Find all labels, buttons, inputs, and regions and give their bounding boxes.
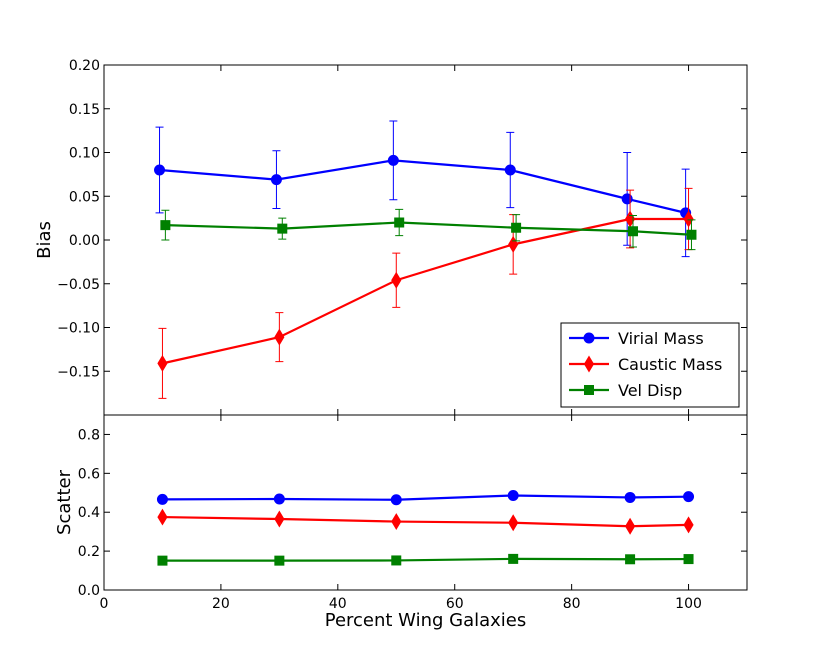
legend-caustic-mass-label: Caustic Mass — [618, 355, 722, 374]
bias-series-layer — [154, 120, 697, 399]
virial-mass-marker — [683, 491, 695, 503]
caustic-mass-marker — [274, 510, 285, 528]
scatter-series-vel-disp — [157, 553, 694, 566]
virial-mass-marker — [621, 193, 633, 205]
scatter-xtick-label: 0 — [100, 596, 109, 612]
scatter-panel: 0.8 0.6 0.4 0.2 0.00 20 40 60 80 100 Scatter Perc… — [54, 414, 748, 631]
bias-ytick-label: 0.10 — [69, 146, 100, 162]
scatter-xtick-label: 100 — [675, 596, 702, 612]
vel-disp-marker — [511, 222, 522, 233]
vel-disp-marker — [394, 217, 405, 228]
legend-virial-mass-label: Virial Mass — [618, 329, 704, 348]
bias-ytick-label: −0.10 — [57, 321, 100, 337]
scatter-xtick-label: 60 — [446, 596, 464, 612]
vel-disp-marker — [683, 554, 694, 565]
caustic-mass-marker — [683, 210, 694, 228]
legend-vel-disp-marker — [584, 385, 594, 395]
vel-disp-marker — [277, 223, 288, 234]
bias-ytick-label: 0.15 — [69, 102, 100, 118]
vel-disp-marker — [508, 553, 519, 564]
virial-mass-marker — [624, 491, 636, 503]
scatter-xtick-label: 20 — [212, 596, 230, 612]
vel-disp-line — [165, 221, 692, 236]
caustic-mass-line — [162, 217, 689, 365]
bias-ticks: 0.20 0.15 0.10 0.05 0.00 −0.05 −0.10 −0.15 — [57, 58, 747, 415]
scatter-series-caustic-mass — [157, 508, 694, 535]
legend-virial-mass-marker — [583, 332, 595, 344]
vel-disp-marker — [686, 229, 697, 240]
vel-disp-marker — [625, 554, 636, 565]
caustic-mass-marker — [625, 517, 636, 535]
scatter-ytick-label: 0.4 — [78, 505, 100, 521]
scatter-ytick-label: 0.6 — [78, 466, 100, 482]
bias-series-caustic-mass — [157, 187, 694, 399]
virial-mass-marker — [504, 164, 516, 176]
caustic-mass-marker — [683, 516, 694, 534]
bias-ytick-label: 0.05 — [69, 189, 100, 205]
bias-panel: 0.20 0.15 0.10 0.05 0.00 −0.05 −0.10 −0.15 Bias… — [34, 58, 748, 416]
caustic-mass-marker — [157, 354, 168, 372]
bias-ytick-label: 0.00 — [69, 233, 100, 249]
scatter-ytick-label: 0.8 — [78, 427, 100, 443]
bias-series-virial-mass — [154, 120, 692, 258]
vel-disp-line — [162, 557, 689, 562]
scatter-ytick-label: 0.2 — [78, 544, 100, 560]
vel-disp-marker — [157, 555, 168, 566]
vel-disp-marker — [160, 220, 171, 231]
vel-disp-marker — [274, 555, 285, 566]
virial-mass-marker — [270, 174, 282, 186]
bias-ylabel: Bias — [34, 221, 55, 259]
x-axis-label: Percent Wing Galaxies — [325, 610, 527, 631]
scatter-series-layer — [156, 490, 695, 566]
scatter-series-virial-mass — [156, 490, 695, 506]
bias-ytick-label: 0.20 — [69, 58, 100, 74]
bias-ytick-label: −0.05 — [57, 277, 100, 293]
caustic-mass-line — [162, 515, 689, 528]
bias-series-vel-disp — [160, 208, 697, 251]
scatter-ytick-label: 0.0 — [78, 583, 100, 599]
virial-mass-marker — [507, 490, 519, 501]
caustic-mass-marker — [508, 514, 519, 532]
vel-disp-marker — [628, 226, 639, 237]
virial-mass-marker — [154, 164, 166, 176]
scatter-axes-frame — [103, 414, 748, 591]
scatter-ticks: 0.8 0.6 0.4 0.2 0.00 20 40 60 80 100 — [78, 415, 747, 612]
scatter-ylabel: Scatter — [54, 469, 75, 535]
scatter-xtick-label: 80 — [563, 596, 581, 612]
legend-vel-disp-label: Vel Disp — [618, 381, 682, 400]
virial-mass-marker — [156, 493, 168, 505]
bias-ytick-label: −0.15 — [57, 364, 100, 380]
vel-disp-marker — [391, 555, 402, 566]
virial-mass-marker — [387, 154, 399, 166]
caustic-mass-marker — [391, 513, 402, 531]
virial-mass-marker — [273, 493, 285, 505]
legend: Virial Mass Caustic Mass Vel Disp — [560, 322, 740, 408]
virial-mass-marker — [390, 494, 402, 506]
scatter-xtick-label: 40 — [329, 596, 347, 612]
virial-mass-line — [162, 494, 689, 501]
caustic-mass-marker — [157, 508, 168, 526]
caustic-mass-marker — [274, 328, 285, 346]
legend-caustic-mass-marker — [583, 355, 595, 373]
caustic-mass-marker — [391, 271, 402, 289]
virial-mass-line — [159, 159, 686, 214]
